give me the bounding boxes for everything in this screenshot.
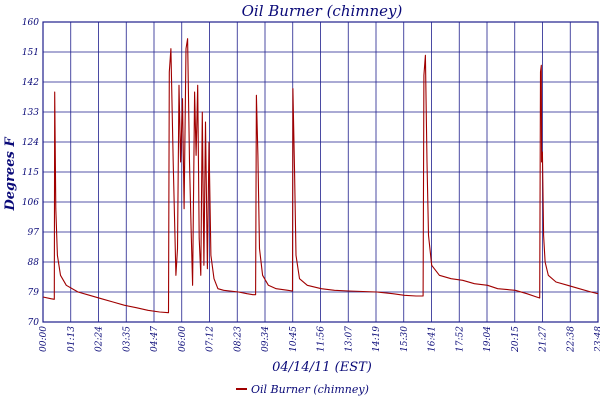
y-tick-label: 70 bbox=[28, 318, 40, 328]
grid bbox=[42, 21, 599, 323]
x-tick-label: 00:00 bbox=[39, 326, 49, 352]
x-tick-label: 08:23 bbox=[233, 326, 243, 352]
y-tick-label: 97 bbox=[28, 228, 40, 238]
x-tick-label: 04:47 bbox=[150, 326, 160, 352]
x-tick-label: 11:56 bbox=[317, 326, 327, 352]
x-tick-label: 21:27 bbox=[539, 326, 549, 353]
x-tick-label: 14:19 bbox=[372, 326, 382, 352]
x-axis-label: 04/14/11 (EST) bbox=[272, 360, 372, 375]
series-layer bbox=[42, 38, 599, 314]
y-tick-labels: 70 79 88 97 106 115 124 133 142 151 160 bbox=[22, 18, 39, 328]
x-tick-label: 16:41 bbox=[428, 326, 438, 352]
y-tick-label: 79 bbox=[28, 288, 40, 298]
y-axis-label: Degrees F bbox=[3, 137, 18, 212]
x-tick-label: 02:24 bbox=[95, 326, 105, 352]
x-tick-label: 07:12 bbox=[206, 326, 216, 352]
y-tick-label: 151 bbox=[22, 48, 39, 58]
y-tick-label: 160 bbox=[22, 18, 39, 28]
y-tick-label: 142 bbox=[22, 78, 39, 88]
y-tick-label: 124 bbox=[22, 138, 39, 148]
y-tick-label: 115 bbox=[22, 168, 39, 178]
x-tick-label: 15:30 bbox=[400, 326, 410, 352]
x-tick-label: 17:52 bbox=[455, 326, 465, 352]
x-tick-label: 20:15 bbox=[511, 326, 521, 353]
x-tick-label: 09:34 bbox=[261, 326, 271, 352]
plot-border bbox=[42, 21, 599, 323]
y-tick-label: 106 bbox=[22, 198, 39, 208]
x-tick-label: 06:00 bbox=[178, 326, 188, 352]
x-tick-label: 10:45 bbox=[289, 326, 299, 352]
plot-frame bbox=[42, 21, 599, 323]
x-tick-labels: 00:00 01:13 02:24 03:35 04:47 06:00 07:12 08:23… bbox=[39, 326, 600, 353]
series-line bbox=[42, 38, 599, 314]
legend: Oil Burner (chimney) bbox=[236, 383, 369, 396]
x-tick-label: 19:04 bbox=[483, 326, 493, 352]
x-tick-label: 22:38 bbox=[566, 326, 576, 353]
y-tick-label: 88 bbox=[28, 258, 40, 268]
chart-title: Oil Burner (chimney) bbox=[242, 2, 403, 20]
x-tick-label: 23:48 bbox=[594, 326, 600, 353]
x-tick-label: 03:35 bbox=[122, 326, 132, 352]
y-tick-label: 133 bbox=[22, 108, 39, 118]
x-tick-label: 13:07 bbox=[344, 326, 354, 352]
x-tick-label: 01:13 bbox=[67, 326, 77, 352]
legend-label: Oil Burner (chimney) bbox=[251, 383, 369, 396]
